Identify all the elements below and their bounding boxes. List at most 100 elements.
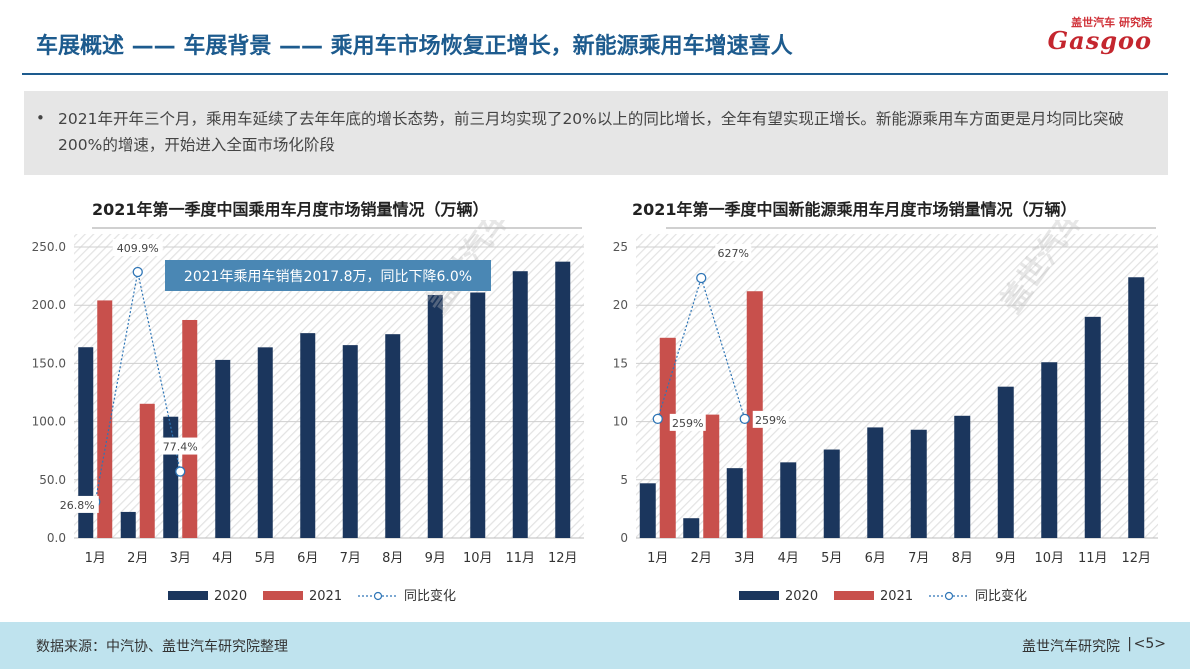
yoy-point — [175, 466, 186, 477]
yoy-label: 259% — [755, 414, 786, 427]
x-tick-label: 2月 — [691, 551, 712, 566]
x-tick-label: 3月 — [734, 551, 755, 566]
bar-2020 — [257, 347, 273, 538]
y-tick-label: 0.0 — [47, 531, 66, 545]
legend-swatch-2020 — [739, 591, 779, 600]
yoy-label: 259% — [672, 417, 703, 430]
legend-label-2021: 2021 — [309, 589, 342, 604]
bar-2020 — [300, 333, 316, 538]
bar-2020 — [997, 386, 1014, 538]
y-tick-label: 5 — [620, 473, 628, 487]
x-tick-label: 5月 — [821, 551, 842, 566]
legend-label-2021: 2021 — [880, 589, 913, 604]
x-tick-label: 11月 — [1078, 551, 1108, 566]
x-tick-label: 5月 — [255, 551, 276, 566]
yoy-point — [739, 413, 750, 425]
yoy-point — [696, 272, 707, 284]
y-tick-label: 0 — [620, 531, 628, 545]
bar-2020 — [120, 511, 136, 538]
bar-2020 — [639, 483, 656, 538]
legend-label-yoy: 同比变化 — [404, 588, 456, 604]
bar-2021 — [97, 300, 113, 538]
bar-2020 — [163, 416, 179, 538]
bar-2020 — [342, 345, 358, 538]
x-tick-label: 12月 — [1121, 551, 1151, 566]
chart-title-left: 2021年第一季度中国乘用车月度市场销量情况（万辆） — [92, 200, 489, 219]
bar-2020 — [823, 449, 840, 538]
bar-2020 — [555, 261, 571, 538]
y-tick-label: 20 — [613, 298, 628, 312]
legend-label-2020: 2020 — [785, 589, 818, 604]
x-tick-label: 9月 — [995, 551, 1016, 566]
bar-2020 — [1041, 362, 1058, 538]
x-tick-label: 9月 — [425, 551, 446, 566]
footer-separator: | — [1127, 636, 1132, 652]
bar-2020 — [954, 415, 971, 538]
legend-swatch-2020 — [168, 591, 208, 600]
bar-2021 — [659, 337, 676, 538]
x-tick-label: 6月 — [865, 551, 886, 566]
y-tick-label: 200.0 — [32, 298, 66, 312]
yoy-label-bg — [158, 437, 202, 455]
footer-bar: 数据来源：中汽协、盖世汽车研究院整理 盖世汽车研究院 | <5> — [0, 622, 1190, 669]
page-title: 车展概述 —— 车展背景 —— 乘用车市场恢复正增长，新能源乘用车增速喜人 — [36, 34, 793, 59]
summary-text: 2021年开年三个月，乘用车延续了去年年底的增长态势，前三月均实现了20%以上的… — [58, 110, 1124, 154]
bar-2020 — [215, 359, 231, 538]
x-tick-label: 11月 — [505, 551, 535, 566]
bar-2020 — [1128, 277, 1145, 538]
x-tick-label: 1月 — [85, 551, 106, 566]
x-tick-label: 4月 — [212, 551, 233, 566]
bar-2021 — [182, 319, 198, 538]
summary-bullet: • — [36, 109, 45, 127]
legend-label-2020: 2020 — [214, 589, 247, 604]
callout-text: 2021年乘用车销售2017.8万，同比下降6.0% — [184, 268, 472, 285]
y-tick-label: 15 — [613, 356, 628, 370]
yoy-label-bg — [715, 244, 752, 261]
yoy-label: 26.8% — [60, 499, 95, 512]
yoy-point — [132, 266, 143, 278]
summary-box: • 2021年开年三个月，乘用车延续了去年年底的增长态势，前三月均实现了20%以… — [24, 91, 1168, 175]
logo-main-text: Gasgoo — [1047, 26, 1152, 55]
bar-2020 — [726, 468, 743, 538]
x-tick-label: 6月 — [297, 551, 318, 566]
bar-2020 — [910, 429, 927, 538]
legend-swatch-2021 — [834, 591, 874, 600]
header-divider — [22, 73, 1168, 75]
x-tick-label: 7月 — [340, 551, 361, 566]
bar-2020 — [385, 334, 401, 538]
yoy-label: 409.9% — [117, 242, 159, 255]
bar-2020 — [470, 292, 486, 538]
bar-2020 — [512, 271, 528, 538]
yoy-label-bg — [55, 495, 99, 513]
yoy-label-bg — [752, 410, 789, 428]
legend-point-yoy — [944, 591, 954, 601]
yoy-label-bg — [112, 239, 163, 256]
y-tick-label: 50.0 — [39, 473, 66, 487]
y-tick-label: 100.0 — [32, 415, 66, 429]
yoy-line — [657, 275, 746, 420]
data-source: 数据来源：中汽协、盖世汽车研究院整理 — [36, 639, 288, 655]
x-tick-label: 7月 — [908, 551, 929, 566]
bar-2020 — [1084, 316, 1101, 538]
bar-2020 — [78, 347, 94, 538]
y-tick-label: 25 — [613, 240, 628, 254]
x-tick-label: 8月 — [952, 551, 973, 566]
yoy-label-bg — [669, 413, 706, 431]
bar-2021 — [139, 403, 155, 538]
y-tick-label: 10 — [613, 415, 628, 429]
legend-swatch-2021 — [263, 591, 303, 600]
y-tick-label: 250.0 — [32, 240, 66, 254]
chart-title-right: 2021年第一季度中国新能源乘用车月度市场销量情况（万辆） — [632, 200, 1077, 219]
bar-2020 — [867, 427, 884, 538]
legend-label-yoy: 同比变化 — [975, 588, 1027, 604]
logo-top-text: 盖世汽车 研究院 — [1071, 16, 1152, 29]
callout-box — [165, 260, 491, 291]
x-tick-label: 12月 — [548, 551, 578, 566]
page-number: <5> — [1133, 636, 1166, 652]
x-tick-label: 8月 — [382, 551, 403, 566]
bar-2020 — [683, 518, 700, 538]
x-tick-label: 2月 — [127, 551, 148, 566]
legend-point-yoy — [373, 591, 383, 601]
x-tick-label: 4月 — [778, 551, 799, 566]
bar-2020 — [427, 294, 443, 538]
